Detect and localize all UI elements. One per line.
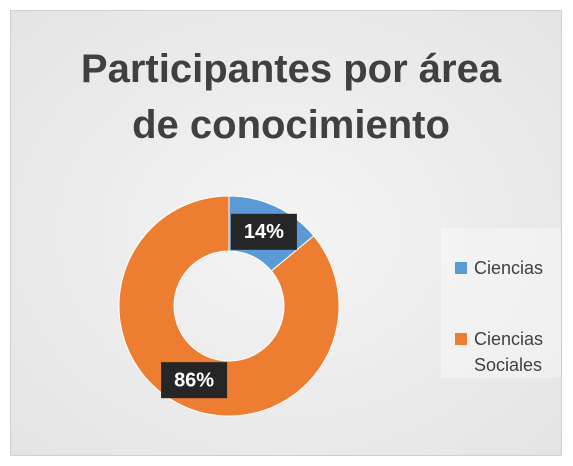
donut-slice: [118, 195, 340, 417]
data-label: 86%: [174, 369, 214, 391]
legend: Ciencias Ciencias Sociales: [441, 228, 561, 378]
data-label-box: [230, 213, 297, 250]
legend-label: Ciencias: [474, 258, 544, 278]
chart-area: Participantes por área de conocimiento 1…: [10, 10, 562, 456]
legend-swatch: [455, 262, 467, 274]
chart-title: Participantes por área de conocimiento: [80, 47, 502, 147]
legend-swatch: [455, 333, 467, 345]
donut-plot: 14% 86%: [118, 195, 340, 417]
data-label: 14%: [244, 221, 284, 243]
data-label-box: [161, 362, 228, 399]
legend-label: Ciencias Sociales: [474, 329, 544, 375]
